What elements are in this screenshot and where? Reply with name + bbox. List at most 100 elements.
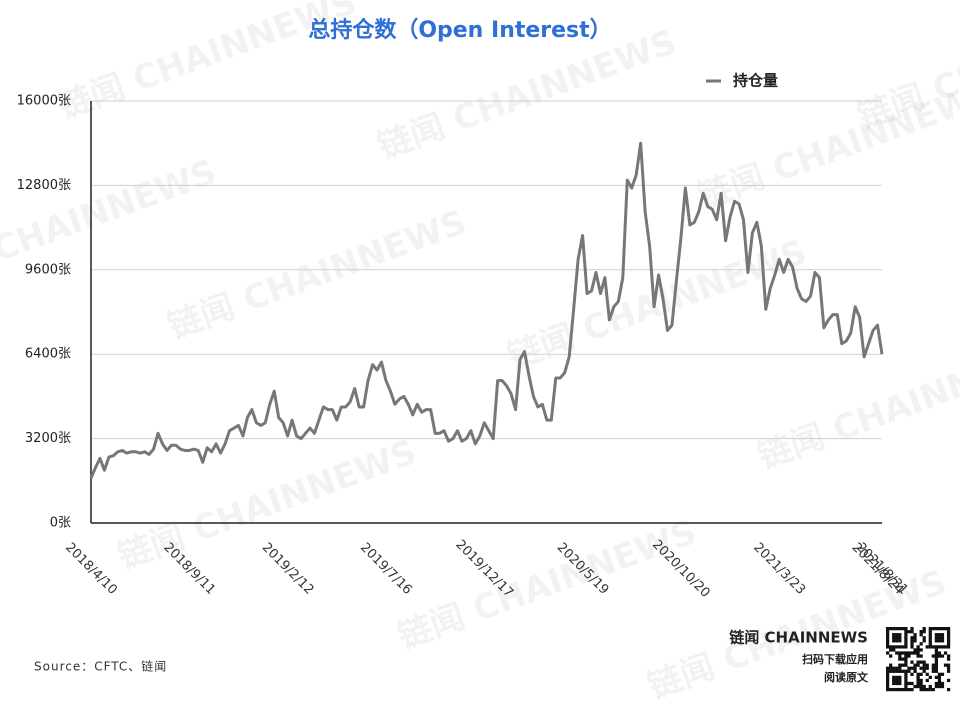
qr-cell <box>946 663 951 667</box>
qr-cell <box>943 645 948 649</box>
qr-cell <box>946 666 951 670</box>
qr-cell <box>904 660 908 664</box>
series-line <box>89 141 884 479</box>
qr-cell <box>937 681 942 686</box>
qr-cell <box>904 672 908 676</box>
qr-cell <box>919 660 923 664</box>
qr-cell <box>907 630 911 634</box>
qr-cell <box>898 666 902 670</box>
qr-cell <box>886 639 890 643</box>
qr-cell <box>886 669 890 673</box>
qr-cell <box>913 639 917 643</box>
qr-cell <box>934 627 939 631</box>
qr-cell <box>898 654 902 658</box>
qr-cell <box>946 657 951 661</box>
qr-cell <box>919 666 923 670</box>
qr-cell <box>898 669 902 673</box>
qr-cell <box>898 663 902 667</box>
qr-cell <box>934 663 939 667</box>
watermark: 链闻 CHAINNEWS <box>373 22 682 167</box>
qr-cell <box>910 627 914 631</box>
qr-cell <box>895 636 899 640</box>
x-tick-label: 2018/4/10 <box>62 540 120 598</box>
qr-cell <box>916 675 920 680</box>
qr-cell <box>895 627 899 631</box>
qr-cell <box>895 687 899 692</box>
y-tick-label: 16000张 <box>17 94 71 109</box>
qr-cell <box>904 681 908 686</box>
qr-cell <box>922 669 926 673</box>
qr-cell <box>895 651 899 655</box>
qr-cell <box>919 687 923 692</box>
qr-cell <box>886 684 890 689</box>
qr-cell <box>940 633 945 637</box>
qr-cell <box>892 678 896 683</box>
qr-cell <box>886 633 890 637</box>
qr-cell <box>898 627 902 631</box>
qr-cell <box>931 654 935 658</box>
qr-cell <box>886 675 890 680</box>
qr-cell <box>922 630 926 634</box>
qr-cell <box>892 669 896 673</box>
qr-cell <box>892 681 896 686</box>
qr-cell <box>901 669 905 673</box>
footer-line: 扫码下载应用 <box>802 652 868 666</box>
qr-cell <box>904 675 908 680</box>
qr-cell <box>916 663 920 667</box>
qr-cell <box>931 663 935 667</box>
qr-cell <box>913 633 917 637</box>
qr-cell <box>946 639 951 643</box>
qr-cell <box>889 627 893 631</box>
qr-cell <box>937 651 942 655</box>
qr-cell <box>892 666 896 670</box>
qr-cell <box>922 636 926 640</box>
qr-cell <box>910 642 914 646</box>
qr-cell <box>916 681 920 686</box>
qr-cell <box>919 672 923 676</box>
qr-cell <box>889 648 893 652</box>
qr-cell <box>937 672 942 676</box>
qr-cell <box>919 654 923 658</box>
qr-cell <box>925 672 929 676</box>
qr-cell <box>889 669 893 673</box>
y-tick-label: 3200张 <box>25 431 71 446</box>
source: Source：CFTC、链闻 <box>34 659 167 674</box>
qr-cell <box>916 672 920 676</box>
footer-brand: 链闻 CHAINNEWS <box>729 629 868 647</box>
qr-cell <box>886 687 890 692</box>
qr-cell <box>940 672 945 676</box>
qr-cell <box>931 687 935 692</box>
qr-cell <box>940 681 945 686</box>
qr-cell <box>916 684 920 689</box>
qr-cell <box>937 639 942 643</box>
qr-cell <box>886 645 890 649</box>
qr-cell <box>904 642 908 646</box>
qr-cell <box>886 651 890 655</box>
qr-cell <box>904 687 908 692</box>
qr-cell <box>898 678 902 683</box>
qr-cell <box>907 666 911 670</box>
qr-cell <box>895 639 899 643</box>
qr-cell <box>919 648 923 652</box>
qr-cell <box>934 636 939 640</box>
qr-cell <box>910 666 914 670</box>
qr-cell <box>916 651 920 655</box>
qr-cell <box>934 651 939 655</box>
qr-cell <box>910 630 914 634</box>
qr-cell <box>940 627 945 631</box>
qr-cell <box>892 645 896 649</box>
x-tick-label: 2021/3/23 <box>750 540 808 598</box>
qr-cell <box>928 627 932 631</box>
qr-cell <box>943 627 948 631</box>
qr-cell <box>904 651 908 655</box>
qr-cell <box>940 645 945 649</box>
qr-cell <box>946 636 951 640</box>
qr-cell <box>934 657 939 661</box>
qr-code <box>886 627 951 692</box>
qr-cell <box>904 657 908 661</box>
qr-cell <box>946 645 951 649</box>
qr-cell <box>946 669 951 673</box>
qr-cell <box>886 681 890 686</box>
